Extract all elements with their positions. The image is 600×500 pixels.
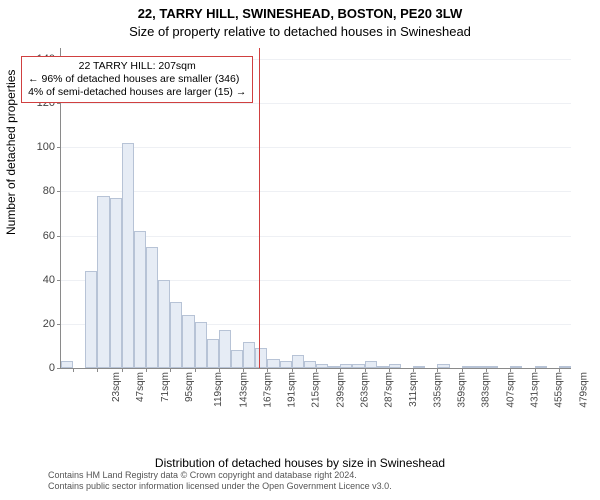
histogram-bar — [255, 348, 267, 368]
x-tick — [413, 368, 414, 372]
x-tick-label: 167sqm — [262, 368, 273, 408]
x-tick — [146, 368, 147, 372]
x-tick — [267, 368, 268, 372]
x-tick-label: 239sqm — [335, 368, 346, 408]
histogram-bar — [134, 231, 146, 368]
footnote: Contains HM Land Registry data © Crown c… — [48, 470, 392, 492]
x-tick — [535, 368, 536, 372]
y-tick — [57, 147, 61, 148]
x-tick-label: 23sqm — [111, 368, 122, 402]
y-tick-label: 60 — [43, 230, 55, 242]
chart-title-sub: Size of property relative to detached ho… — [0, 24, 600, 39]
histogram-bar — [170, 302, 182, 368]
x-tick — [437, 368, 438, 372]
footnote-line1: Contains HM Land Registry data © Crown c… — [48, 470, 392, 481]
x-tick-label: 383sqm — [481, 368, 492, 408]
annotation-line: ← 96% of detached houses are smaller (34… — [28, 73, 246, 86]
footnote-line2: Contains public sector information licen… — [48, 481, 392, 492]
y-tick — [57, 191, 61, 192]
x-tick — [389, 368, 390, 372]
histogram-bar — [304, 361, 316, 368]
x-tick — [73, 368, 74, 372]
x-tick — [122, 368, 123, 372]
x-tick — [340, 368, 341, 372]
histogram-bar — [365, 361, 377, 368]
x-tick-label: 191sqm — [287, 368, 298, 408]
y-tick-label: 0 — [49, 362, 55, 374]
histogram-bar — [231, 350, 243, 368]
y-tick-label: 100 — [37, 141, 55, 153]
x-tick-label: 263sqm — [360, 368, 371, 408]
y-tick-label: 40 — [43, 274, 55, 286]
marker-line — [259, 48, 260, 368]
x-tick-label: 143sqm — [238, 368, 249, 408]
x-axis-label: Distribution of detached houses by size … — [0, 456, 600, 470]
y-tick-label: 80 — [43, 185, 55, 197]
x-tick — [170, 368, 171, 372]
x-tick-label: 311sqm — [407, 368, 418, 407]
y-tick — [57, 280, 61, 281]
y-tick — [57, 236, 61, 237]
plot-area: 02040608010012014023sqm47sqm71sqm95sqm11… — [60, 48, 571, 369]
x-tick — [292, 368, 293, 372]
histogram-bar — [122, 143, 134, 368]
x-tick — [97, 368, 98, 372]
y-axis-label: Number of detached properties — [4, 70, 18, 235]
gridline — [61, 191, 571, 192]
x-tick — [462, 368, 463, 372]
histogram-bar — [85, 271, 97, 368]
x-tick-label: 95sqm — [184, 368, 195, 402]
annotation-box: 22 TARRY HILL: 207sqm← 96% of detached h… — [21, 56, 253, 103]
x-tick-label: 431sqm — [530, 368, 541, 408]
histogram-bar — [182, 315, 194, 368]
y-tick — [57, 368, 61, 369]
x-tick — [243, 368, 244, 372]
y-tick — [57, 324, 61, 325]
histogram-bar — [110, 198, 122, 368]
x-tick-label: 359sqm — [457, 368, 468, 408]
x-tick-label: 407sqm — [505, 368, 516, 408]
x-tick-label: 47sqm — [135, 368, 146, 402]
histogram-bar — [146, 247, 158, 368]
histogram-bar — [195, 322, 207, 368]
chart-title-address: 22, TARRY HILL, SWINESHEAD, BOSTON, PE20… — [0, 6, 600, 21]
histogram-bar — [243, 342, 255, 368]
histogram-bar — [61, 361, 73, 368]
x-tick-label: 119sqm — [213, 368, 224, 407]
x-tick-label: 287sqm — [384, 368, 395, 408]
x-tick-label: 479sqm — [578, 368, 589, 408]
histogram-bar — [267, 359, 279, 368]
x-tick — [559, 368, 560, 372]
x-tick-label: 335sqm — [432, 368, 443, 408]
x-tick — [316, 368, 317, 372]
histogram-bar — [207, 339, 219, 368]
x-tick — [510, 368, 511, 372]
x-tick — [486, 368, 487, 372]
y-tick-label: 20 — [43, 318, 55, 330]
histogram-bar — [158, 280, 170, 368]
x-tick — [219, 368, 220, 372]
histogram-bar — [219, 330, 231, 368]
gridline — [61, 147, 571, 148]
x-tick-label: 71sqm — [160, 368, 171, 402]
histogram-bar — [280, 361, 292, 368]
x-tick-label: 215sqm — [311, 368, 322, 408]
annotation-line: 4% of semi-detached houses are larger (1… — [28, 86, 246, 99]
histogram-bar — [97, 196, 109, 368]
histogram-bar — [292, 355, 304, 368]
annotation-line: 22 TARRY HILL: 207sqm — [28, 60, 246, 73]
x-tick-label: 455sqm — [554, 368, 565, 408]
x-tick — [365, 368, 366, 372]
x-tick — [195, 368, 196, 372]
